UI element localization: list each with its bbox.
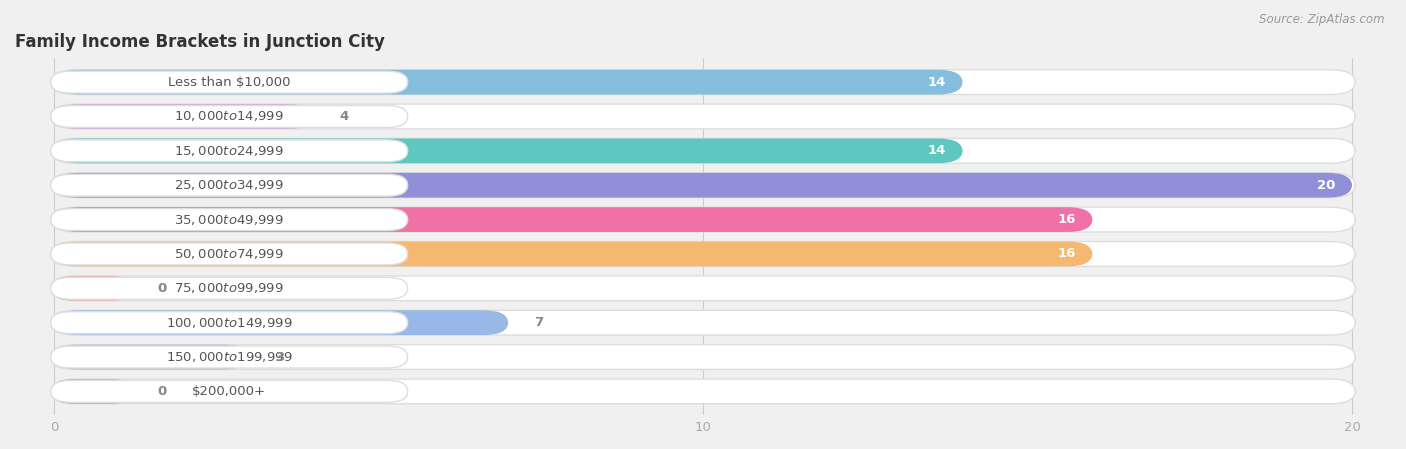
FancyBboxPatch shape bbox=[51, 174, 408, 196]
FancyBboxPatch shape bbox=[53, 345, 249, 370]
Text: 7: 7 bbox=[534, 316, 543, 329]
FancyBboxPatch shape bbox=[53, 70, 963, 94]
Text: $50,000 to $74,999: $50,000 to $74,999 bbox=[174, 247, 284, 261]
Text: $100,000 to $149,999: $100,000 to $149,999 bbox=[166, 316, 292, 330]
FancyBboxPatch shape bbox=[51, 380, 408, 402]
FancyBboxPatch shape bbox=[51, 379, 1355, 404]
Text: $150,000 to $199,999: $150,000 to $199,999 bbox=[166, 350, 292, 364]
Text: $10,000 to $14,999: $10,000 to $14,999 bbox=[174, 110, 284, 123]
Text: 20: 20 bbox=[1317, 179, 1336, 192]
Text: $35,000 to $49,999: $35,000 to $49,999 bbox=[174, 212, 284, 227]
FancyBboxPatch shape bbox=[51, 277, 408, 299]
Text: 0: 0 bbox=[157, 385, 167, 398]
Text: Source: ZipAtlas.com: Source: ZipAtlas.com bbox=[1260, 13, 1385, 26]
FancyBboxPatch shape bbox=[51, 70, 1355, 94]
FancyBboxPatch shape bbox=[51, 106, 408, 128]
FancyBboxPatch shape bbox=[51, 207, 1355, 232]
FancyBboxPatch shape bbox=[51, 173, 1355, 198]
FancyBboxPatch shape bbox=[53, 207, 1092, 232]
Text: 16: 16 bbox=[1057, 213, 1076, 226]
FancyBboxPatch shape bbox=[51, 71, 408, 93]
Text: 14: 14 bbox=[928, 144, 946, 157]
FancyBboxPatch shape bbox=[51, 104, 1355, 129]
FancyBboxPatch shape bbox=[51, 140, 408, 162]
Text: $25,000 to $34,999: $25,000 to $34,999 bbox=[174, 178, 284, 192]
FancyBboxPatch shape bbox=[51, 310, 1355, 335]
FancyBboxPatch shape bbox=[51, 243, 408, 265]
Text: Less than $10,000: Less than $10,000 bbox=[167, 75, 291, 88]
FancyBboxPatch shape bbox=[53, 138, 963, 163]
FancyBboxPatch shape bbox=[53, 173, 1353, 198]
FancyBboxPatch shape bbox=[51, 242, 1355, 266]
Text: 14: 14 bbox=[928, 75, 946, 88]
Text: $200,000+: $200,000+ bbox=[193, 385, 266, 398]
FancyBboxPatch shape bbox=[53, 310, 509, 335]
Text: 16: 16 bbox=[1057, 247, 1076, 260]
FancyBboxPatch shape bbox=[53, 276, 132, 301]
FancyBboxPatch shape bbox=[51, 276, 1355, 301]
Text: 3: 3 bbox=[274, 351, 284, 364]
FancyBboxPatch shape bbox=[51, 345, 1355, 370]
Text: $75,000 to $99,999: $75,000 to $99,999 bbox=[174, 282, 284, 295]
FancyBboxPatch shape bbox=[51, 312, 408, 334]
FancyBboxPatch shape bbox=[53, 379, 132, 404]
FancyBboxPatch shape bbox=[53, 242, 1092, 266]
Text: $15,000 to $24,999: $15,000 to $24,999 bbox=[174, 144, 284, 158]
Text: Family Income Brackets in Junction City: Family Income Brackets in Junction City bbox=[15, 33, 385, 51]
FancyBboxPatch shape bbox=[51, 346, 408, 368]
FancyBboxPatch shape bbox=[51, 138, 1355, 163]
FancyBboxPatch shape bbox=[51, 209, 408, 231]
Text: 0: 0 bbox=[157, 282, 167, 295]
FancyBboxPatch shape bbox=[53, 104, 314, 129]
Text: 4: 4 bbox=[339, 110, 349, 123]
